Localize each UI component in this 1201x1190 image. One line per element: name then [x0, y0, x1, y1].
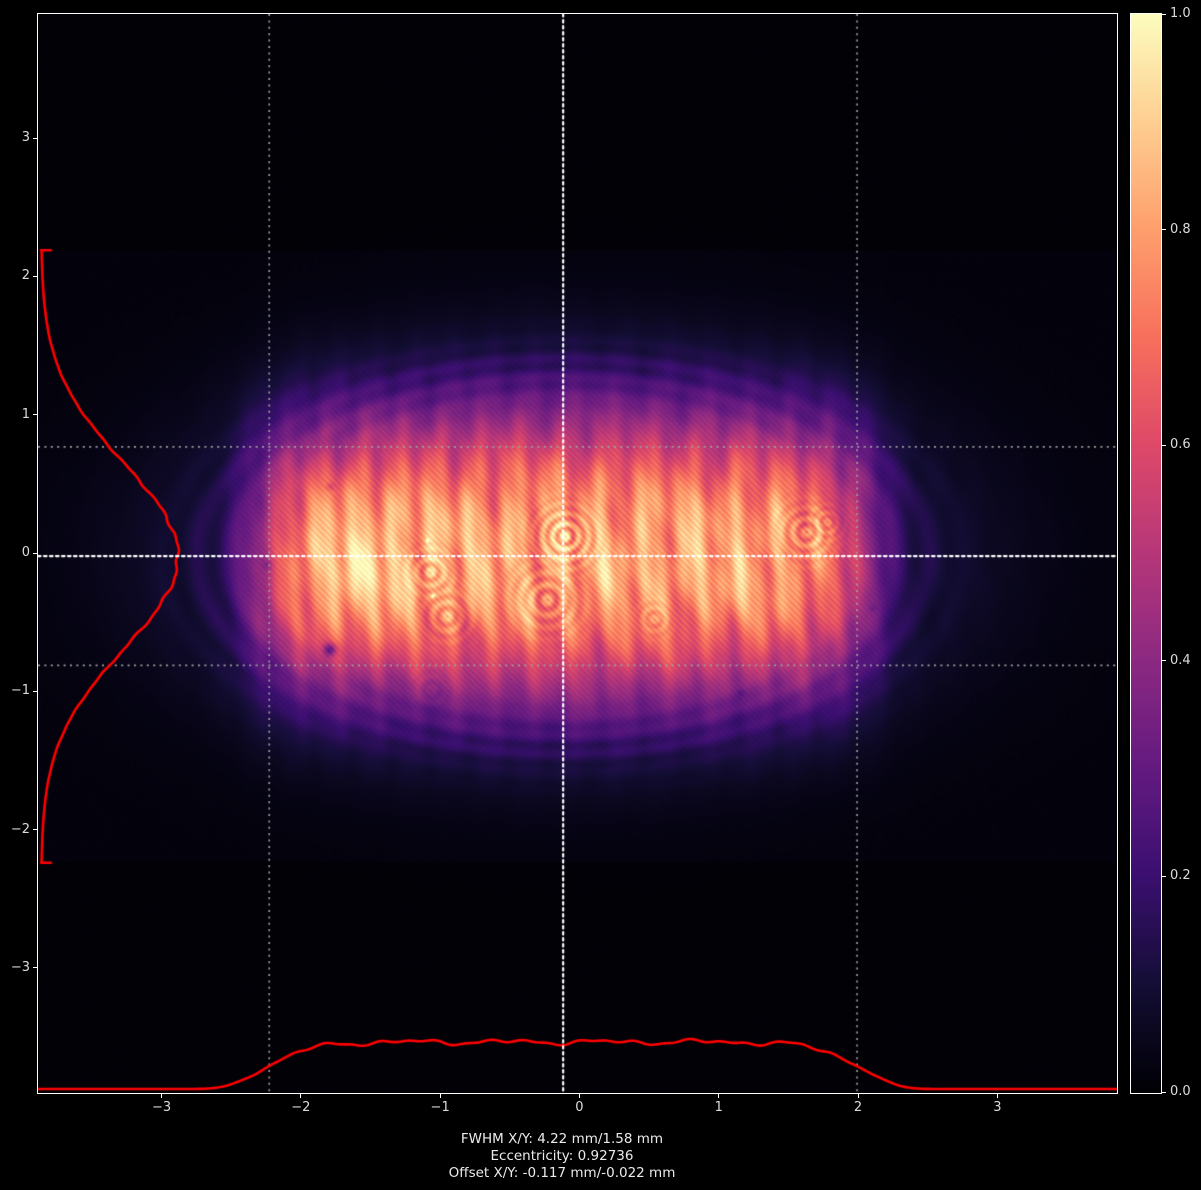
y-tick-label: 2 — [21, 268, 30, 284]
colorbar-tick-mark — [1162, 875, 1166, 877]
y-tick-mark — [33, 137, 37, 139]
x-tick-mark — [996, 1094, 998, 1098]
x-tick-mark — [439, 1094, 441, 1098]
fwhm-readout: FWHM X/Y: 4.22 mm/1.58 mm — [460, 1131, 664, 1147]
measurement-readout: FWHM X/Y: 4.22 mm/1.58 mm Eccentricity: … — [0, 1131, 1124, 1182]
x-tick-label: 2 — [853, 1100, 863, 1115]
x-tick-label: −2 — [291, 1100, 311, 1115]
colorbar-tick-label: 0.6 — [1170, 437, 1191, 453]
colorbar-tick-mark — [1162, 229, 1166, 231]
eccentricity-readout: Eccentricity: 0.92736 — [490, 1148, 634, 1164]
x-tick-label: −1 — [430, 1100, 450, 1115]
x-tick-label: 3 — [993, 1100, 1002, 1115]
colorbar — [1131, 14, 1161, 1093]
y-tick-label: 0 — [21, 545, 30, 561]
y-tick-mark — [33, 275, 37, 277]
colorbar-tick-label: 0.0 — [1170, 1084, 1191, 1099]
y-tick-label: 1 — [21, 406, 30, 422]
y-tick-label: −3 — [10, 959, 30, 975]
x-tick-label: 1 — [714, 1100, 723, 1115]
offset-readout: Offset X/Y: -0.117 mm/-0.022 mm — [448, 1165, 676, 1181]
colorbar-tick-label: 0.4 — [1170, 652, 1191, 668]
colorbar-tick-label: 1.0 — [1170, 6, 1191, 21]
y-tick-label: −1 — [10, 683, 30, 699]
y-tick-mark — [33, 967, 37, 969]
y-tick-label: 3 — [21, 130, 30, 146]
colorbar-tick-mark — [1162, 660, 1166, 662]
y-tick-mark — [33, 829, 37, 831]
x-tick-label: −3 — [151, 1100, 172, 1115]
y-tick-label: −2 — [10, 821, 30, 837]
profile-overlay-canvas — [38, 14, 1117, 1093]
x-tick-mark — [578, 1094, 580, 1098]
colorbar-tick-label: 0.8 — [1170, 221, 1191, 237]
x-tick-mark — [300, 1094, 302, 1098]
x-tick-mark — [857, 1094, 859, 1098]
colorbar-tick-label: 0.2 — [1170, 868, 1191, 884]
x-tick-label: 0 — [575, 1100, 584, 1115]
x-tick-mark — [161, 1094, 163, 1098]
y-tick-mark — [33, 552, 37, 554]
x-tick-mark — [718, 1094, 720, 1098]
colorbar-tick-mark — [1162, 13, 1166, 15]
colorbar-tick-mark — [1162, 1091, 1166, 1093]
y-tick-mark — [33, 690, 37, 692]
colorbar-tick-mark — [1162, 444, 1166, 446]
y-tick-mark — [33, 414, 37, 416]
